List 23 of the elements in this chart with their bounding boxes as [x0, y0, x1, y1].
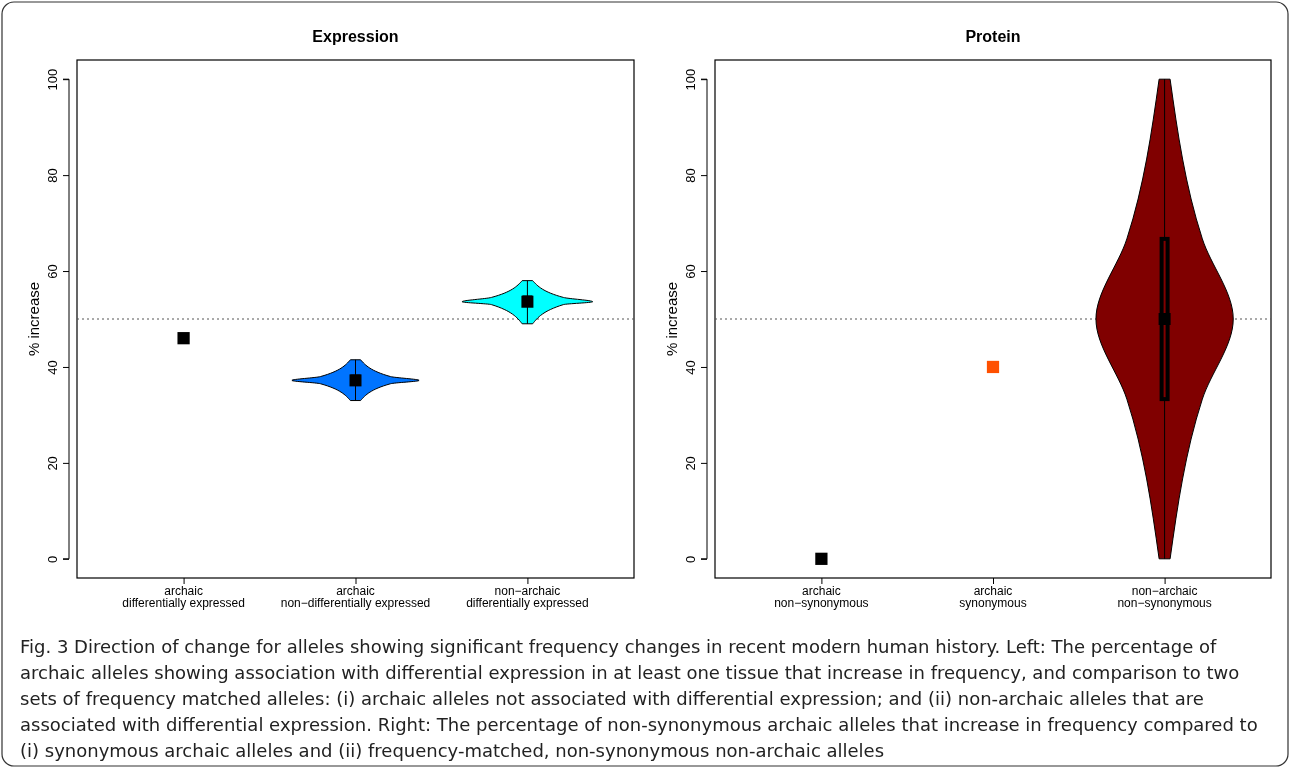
- y-tick-label: 40: [683, 360, 698, 375]
- y-tick-label: 100: [683, 68, 698, 91]
- y-axis-title: % increase: [663, 281, 680, 357]
- x-tick-label: archaic synonymous: [959, 584, 1027, 610]
- x-tick-label: archaic non−differentially expressed: [280, 584, 431, 610]
- y-tick-label: 60: [683, 264, 698, 279]
- x-tick-label: archaic non−synonymous: [774, 584, 869, 610]
- y-tick-label: 0: [45, 555, 60, 563]
- y-tick-label: 40: [45, 360, 60, 375]
- y-tick-label: 0: [683, 555, 698, 563]
- x-tick-label: non−archaic non−synonymous: [1117, 584, 1212, 610]
- y-tick-label: 80: [683, 168, 698, 183]
- y-tick-label: 20: [45, 456, 60, 471]
- y-axis-title: % increase: [25, 281, 42, 357]
- y-tick-label: 20: [683, 456, 698, 471]
- y-tick-label: 60: [45, 264, 60, 279]
- x-tick-label: non−archaic differentially expressed: [466, 584, 589, 610]
- x-tick-label: archaic differentially expressed: [122, 584, 245, 610]
- chart-title: Protein: [965, 28, 1021, 45]
- chart-title: Expression: [312, 28, 399, 45]
- y-tick-label: 100: [45, 68, 60, 91]
- y-tick-label: 80: [45, 168, 60, 183]
- caption: Fig. 3 Direction of change for alleles showing significant frequency changes in recent modern human history. Left: The percentage of archaic alleles showing association with differential expression in at least one tissue that increase in frequency, and comparison to two sets of frequency matched alleles: (i) archaic alleles not associated with differential expression; and (ii) non-archaic alleles that are associated with differential expression. Right: The percentage of non-synonymous archaic alleles that increase in frequency compared to (i) synonymous archaic alleles and (ii) frequency-matched, non-synonymous non-archaic alleles: [20, 635, 1259, 763]
